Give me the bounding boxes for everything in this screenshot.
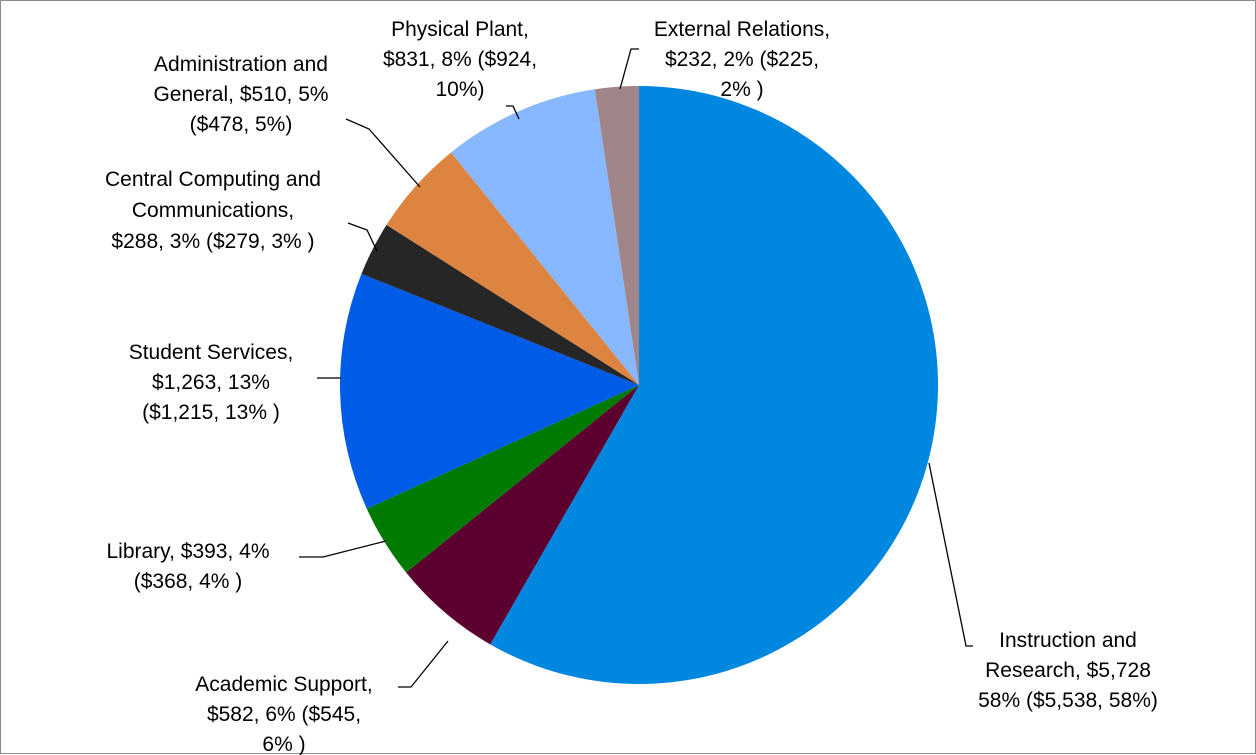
data-label-line: 6% ) xyxy=(262,733,305,755)
data-label-line: Academic Support, xyxy=(195,673,372,696)
data-label-line: Communications, xyxy=(132,199,294,222)
data-label-line: Library, $393, 4% xyxy=(106,540,269,563)
data-label-line: General, $510, 5% xyxy=(153,83,328,106)
data-label-line: Instruction and xyxy=(999,629,1137,652)
data-label-external-relations: External Relations, $232, 2% ($225, 2% ) xyxy=(654,18,830,101)
data-label-instruction-and-research: Instruction and Research, $5,728 58% ($5,5… xyxy=(978,629,1158,712)
data-label-line: $232, 2% ($225, xyxy=(665,48,819,71)
pie-slice-physical-plant xyxy=(451,89,639,385)
leader-line-physical-plant xyxy=(506,105,520,120)
data-label-line: ($368, 4% ) xyxy=(134,570,243,593)
pie-slice-central-computing-and-communications xyxy=(361,224,639,385)
data-label-line: Research, $5,728 xyxy=(985,659,1151,682)
pie-slice-library xyxy=(366,385,639,573)
leader-line-external-relations xyxy=(619,48,639,90)
data-label-line: External Relations, xyxy=(654,18,830,41)
data-label-line: $831, 8% ($924, xyxy=(383,48,537,71)
leader-line-library xyxy=(299,540,387,558)
data-label-line: 10%) xyxy=(435,78,484,101)
leader-line-central-computing-and-communications xyxy=(347,222,378,252)
data-label-line: $1,263, 13% xyxy=(152,371,270,394)
pie-slice-student-services xyxy=(339,273,639,509)
data-label-central-computing-and-communications: Central Computing and Communications, $288… xyxy=(105,168,321,253)
data-label-line: ($1,215, 13% ) xyxy=(142,401,280,424)
data-label-line: Administration and xyxy=(154,53,328,76)
data-label-administration-and-general: Administration and General, $510, 5% ($478… xyxy=(153,53,328,136)
pie-slice-academic-support xyxy=(406,385,639,645)
data-label-line: ($478, 5%) xyxy=(190,113,293,136)
data-label-physical-plant: Physical Plant, $831, 8% ($924, 10%) xyxy=(383,18,537,101)
data-label-library: Library, $393, 4% ($368, 4% ) xyxy=(106,540,269,593)
pie-slice-administration-and-general xyxy=(386,152,639,385)
data-label-line: Central Computing and xyxy=(105,168,321,191)
data-label-line: 2% ) xyxy=(720,78,763,101)
data-label-line: 58% ($5,538, 58%) xyxy=(978,689,1158,712)
leader-line-academic-support xyxy=(398,640,449,688)
data-label-line: Physical Plant, xyxy=(391,18,529,41)
data-label-line: Student Services, xyxy=(129,341,294,364)
data-label-academic-support: Academic Support, $582, 6% ($545, 6% ) xyxy=(195,673,372,755)
pie-slice-instruction-and-research xyxy=(490,86,939,685)
data-label-line: $288, 3% ($279, 3% ) xyxy=(111,230,314,253)
data-label-student-services: Student Services, $1,263, 13% ($1,215, 13%… xyxy=(129,341,294,424)
leader-line-instruction-and-research xyxy=(928,462,973,647)
data-label-line: $582, 6% ($545, xyxy=(207,703,361,726)
leader-line-administration-and-general xyxy=(345,118,421,188)
pie-slice-external-relations xyxy=(594,86,639,385)
